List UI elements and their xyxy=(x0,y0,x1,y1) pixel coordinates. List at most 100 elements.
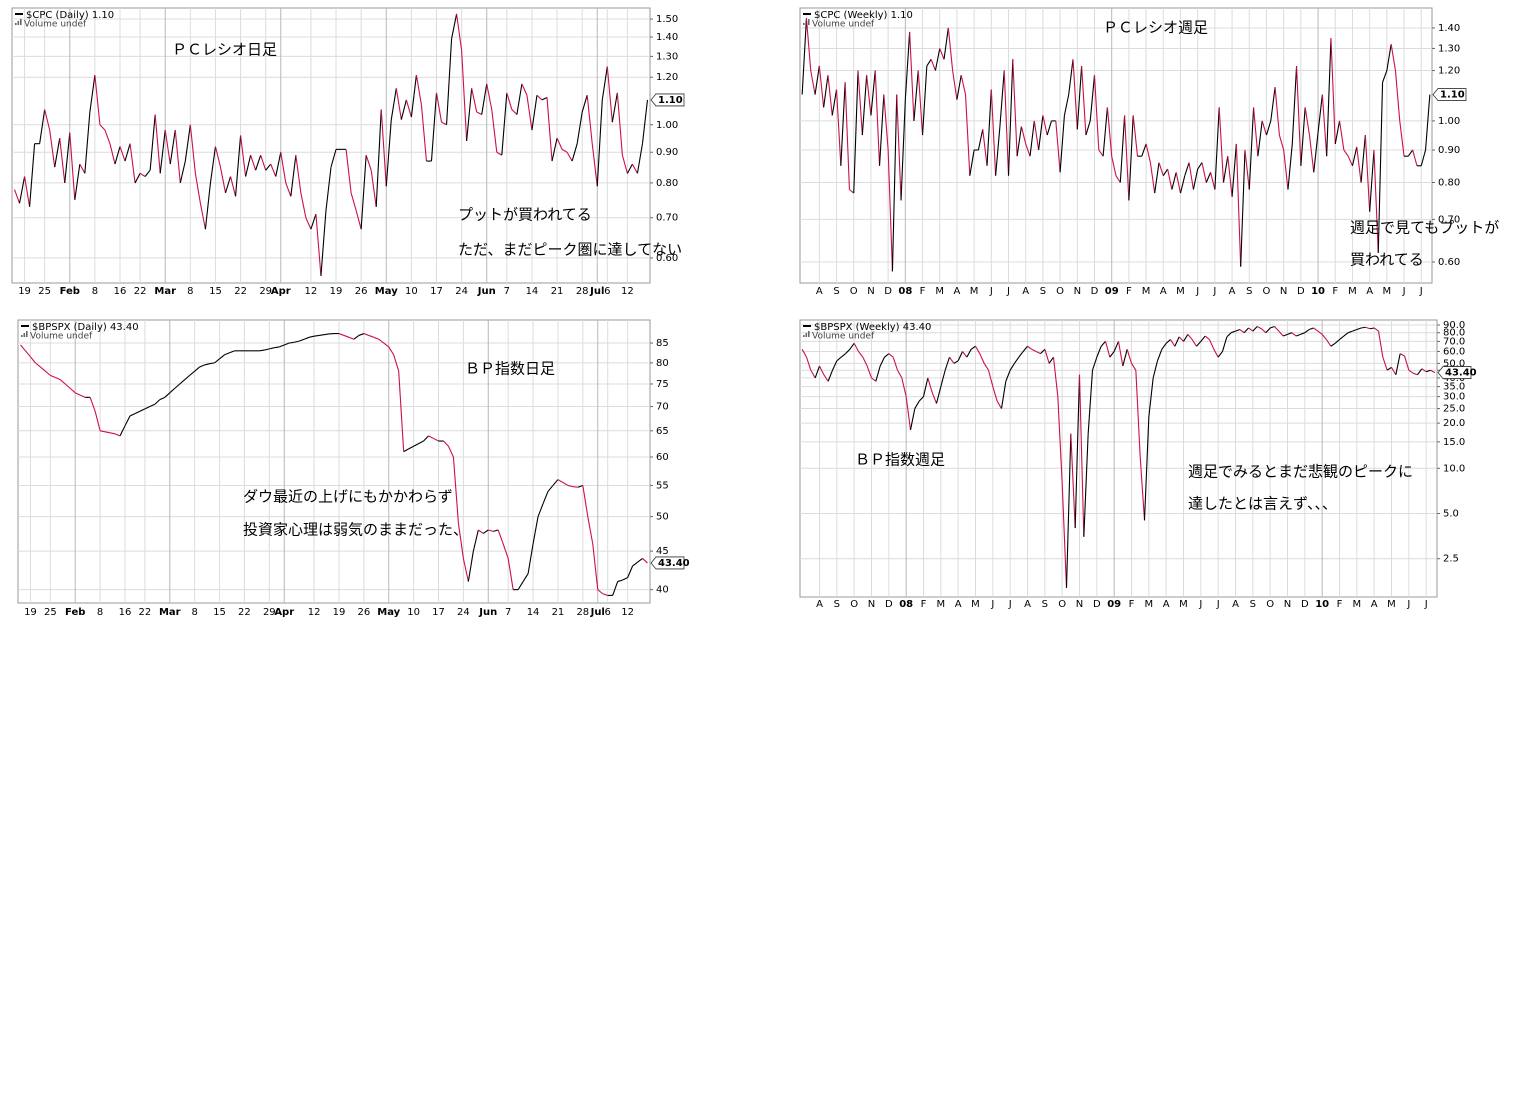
line-segment xyxy=(373,336,379,340)
x-tick-label: A xyxy=(816,599,823,610)
last-value-box xyxy=(650,93,685,107)
line-segment xyxy=(1412,149,1418,166)
line-segment xyxy=(1230,330,1236,334)
x-tick-label: N xyxy=(1284,599,1291,610)
line-segment xyxy=(1274,87,1280,136)
y-tick-label: 45 xyxy=(656,546,669,557)
line-segment xyxy=(1269,325,1275,329)
line-segment xyxy=(229,176,237,197)
line-segment xyxy=(1170,339,1176,347)
y-tick-label: 90.0 xyxy=(1443,320,1465,331)
volume-icon xyxy=(26,331,28,337)
x-tick-label: O xyxy=(1266,599,1274,610)
line-segment xyxy=(1235,329,1241,332)
x-tick-label: Jun xyxy=(478,607,497,618)
line-segment xyxy=(1102,107,1108,157)
line-segment xyxy=(323,333,330,336)
line-segment xyxy=(496,151,503,156)
line-segment xyxy=(892,356,899,371)
line-segment xyxy=(209,146,217,184)
line-segment xyxy=(89,397,96,412)
volume-label: Volume undef xyxy=(24,20,87,30)
line-segment xyxy=(189,124,196,174)
line-segment xyxy=(383,342,390,348)
x-tick-label: S xyxy=(834,599,840,610)
line-segment xyxy=(1351,146,1358,166)
y-tick-label: 0.70 xyxy=(1438,214,1460,225)
line-segment xyxy=(1321,94,1328,157)
line-segment xyxy=(1161,342,1167,350)
line-segment xyxy=(443,440,449,447)
plot-area xyxy=(17,319,651,604)
line-segment xyxy=(1369,149,1375,212)
line-segment xyxy=(612,581,619,596)
x-tick-label: M xyxy=(970,286,979,297)
line-segment xyxy=(1179,175,1186,194)
line-segment xyxy=(1113,341,1120,352)
line-segment xyxy=(805,356,812,371)
line-segment xyxy=(606,66,613,123)
line-segment xyxy=(1222,156,1229,183)
x-tick-label: 09 xyxy=(1105,286,1119,297)
x-tick-label: O xyxy=(1058,599,1066,610)
line-segment xyxy=(1300,107,1306,166)
annotation: ＰＣレシオ週足 xyxy=(1103,19,1208,37)
line-segment xyxy=(235,135,242,197)
line-segment xyxy=(1087,370,1094,434)
line-segment xyxy=(1009,363,1015,371)
line-segment xyxy=(35,362,41,368)
line-segment xyxy=(511,109,518,115)
line-segment xyxy=(1025,143,1031,157)
line-segment xyxy=(835,89,842,166)
line-segment xyxy=(1425,94,1431,151)
line-segment xyxy=(1139,456,1146,521)
line-segment xyxy=(992,386,998,402)
x-tick-label: 28 xyxy=(576,607,589,618)
line-segment xyxy=(1044,349,1050,364)
line-segment xyxy=(917,70,924,136)
line-segment xyxy=(75,392,81,396)
line-segment xyxy=(883,94,889,151)
line-segment xyxy=(274,346,280,349)
line-segment xyxy=(149,403,156,408)
x-tick-label: M xyxy=(1142,286,1151,297)
line-segment xyxy=(94,75,101,125)
line-segment xyxy=(300,192,307,218)
line-segment xyxy=(1145,143,1151,163)
line-segment xyxy=(400,99,407,120)
x-tick-label: 25 xyxy=(44,607,57,618)
line-segment xyxy=(532,516,539,545)
y-tick-label: 2.5 xyxy=(1443,554,1459,565)
line-segment xyxy=(410,75,417,118)
y-tick-label: 0.60 xyxy=(1438,257,1460,268)
line-segment xyxy=(874,70,881,166)
x-tick-label: Feb xyxy=(65,607,85,618)
line-segment xyxy=(209,362,215,365)
line-segment xyxy=(1061,482,1068,588)
line-segment xyxy=(1244,149,1250,190)
x-tick-label: A xyxy=(954,286,961,297)
line-segment xyxy=(551,138,558,162)
line-segment xyxy=(275,152,282,177)
line-segment xyxy=(979,353,985,364)
line-segment xyxy=(164,392,171,398)
line-segment xyxy=(1390,44,1396,71)
y-tick-label: 65 xyxy=(656,426,669,437)
line-segment xyxy=(827,75,833,116)
y-tick-label: 80.0 xyxy=(1443,328,1465,339)
line-segment xyxy=(1119,115,1126,183)
y-tick-label: 1.30 xyxy=(656,51,678,62)
x-tick-label: A xyxy=(1160,286,1167,297)
line-segment xyxy=(1070,433,1076,529)
x-tick-label: Apr xyxy=(274,607,294,618)
x-tick-label: 6 xyxy=(604,286,610,297)
x-tick-label: J xyxy=(1198,599,1202,610)
line-segment xyxy=(943,27,949,60)
y-tick-label: 0.80 xyxy=(656,178,678,189)
line-segment xyxy=(457,523,464,559)
line-segment xyxy=(1417,368,1423,376)
line-segment xyxy=(1291,65,1298,144)
chart-title: $BPSPX (Daily) 43.40 xyxy=(32,322,139,333)
line-segment xyxy=(1175,172,1182,194)
line-segment xyxy=(467,551,474,582)
